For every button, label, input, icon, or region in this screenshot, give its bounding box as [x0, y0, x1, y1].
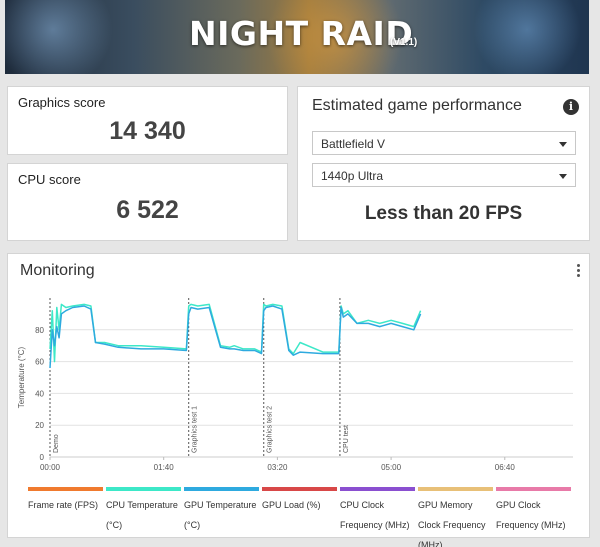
kebab-menu-icon[interactable] — [577, 264, 581, 278]
banner-art-left — [5, 0, 125, 74]
y-tick-label: 0 — [40, 453, 45, 462]
x-tick-label: 00:00 — [40, 463, 61, 472]
benchmark-title: NIGHT RAID — [189, 14, 414, 53]
monitoring-chart: 80 60 40 20 000:00 01:40 03:20 05:00 06:40 Temper… — [17, 298, 573, 472]
x-tick-label: 06:40 — [495, 463, 516, 472]
benchmark-version: (V1.1) — [390, 37, 418, 48]
y-tick-label: 60 — [35, 358, 44, 367]
graphics-score-label: Graphics score — [18, 95, 106, 110]
banner-art-center — [245, 0, 425, 74]
legend-label: CPU Temperature (°C) — [106, 500, 178, 530]
legend-label: GPU Memory Clock Frequency (MHz) — [418, 500, 486, 547]
game-select-value: Battlefield V — [321, 137, 386, 151]
section-marker-label: Graphics test 2 — [267, 406, 274, 453]
legend-swatch — [340, 487, 415, 491]
chevron-down-icon — [559, 174, 567, 179]
legend-label: GPU Load (%) — [262, 500, 321, 510]
legend-swatch — [28, 487, 103, 491]
legend-label: Frame rate (FPS) — [28, 500, 99, 510]
y-tick-label: 80 — [35, 326, 44, 335]
graphics-score-card: Graphics score 14 340 — [7, 86, 288, 155]
legend-label: GPU Clock Frequency (MHz) — [496, 500, 566, 530]
fps-estimate: Less than 20 FPS — [364, 203, 523, 224]
legend-swatch — [262, 487, 337, 491]
chevron-down-icon — [559, 142, 567, 147]
monitoring-card: Monitoring 80 60 40 20 0 00:00 01:40 03:20 05:00… — [7, 253, 591, 547]
series-line — [49, 305, 422, 369]
section-marker-label: Demo — [53, 434, 60, 453]
y-tick-label: 20 — [35, 421, 44, 430]
cpu-score-value: 6 522 — [116, 196, 179, 224]
legend-swatch — [184, 487, 259, 491]
y-axis-label: Temperature (°C) — [17, 346, 26, 408]
quality-select-value: 1440p Ultra — [321, 169, 384, 183]
game-select[interactable]: Battlefield V — [312, 131, 576, 155]
x-tick-label: 03:20 — [267, 463, 288, 472]
legend-item[interactable]: Frame rate (FPS) — [28, 487, 103, 515]
game-performance-card: Estimated game performance i Battlefield… — [297, 86, 590, 241]
monitoring-title: Monitoring — [20, 262, 95, 279]
info-icon[interactable]: i — [563, 99, 579, 115]
legend-item[interactable]: CPU Clock Frequency (MHz) — [340, 487, 415, 535]
section-marker-label: CPU test — [343, 425, 350, 453]
banner-art-right — [465, 0, 589, 74]
legend-item[interactable]: GPU Clock Frequency (MHz) — [496, 487, 571, 535]
quality-select[interactable]: 1440p Ultra — [312, 163, 576, 187]
legend-label: CPU Clock Frequency (MHz) — [340, 500, 410, 530]
chart-legend: Frame rate (FPS) CPU Temperature (°C) GPU … — [8, 487, 591, 547]
legend-item[interactable]: GPU Memory Clock Frequency (MHz) — [418, 487, 493, 547]
cpu-score-label: CPU score — [18, 172, 81, 187]
legend-item[interactable]: CPU Temperature (°C) — [106, 487, 181, 535]
section-marker-label: Graphics test 1 — [192, 406, 199, 453]
x-tick-label: 01:40 — [154, 463, 175, 472]
legend-item[interactable]: GPU Load (%) — [262, 487, 337, 515]
graphics-score-value: 14 340 — [109, 117, 186, 145]
series-line — [49, 303, 422, 363]
legend-item[interactable]: GPU Temperature (°C) — [184, 487, 259, 535]
legend-swatch — [106, 487, 181, 491]
legend-swatch — [496, 487, 571, 491]
x-tick-label: 05:00 — [381, 463, 402, 472]
legend-label: GPU Temperature (°C) — [184, 500, 257, 530]
y-tick-label: 40 — [35, 389, 44, 398]
benchmark-banner: NIGHT RAID (V1.1) — [5, 0, 589, 74]
cpu-score-card: CPU score 6 522 — [7, 163, 288, 241]
game-performance-title: Estimated game performance — [312, 97, 522, 114]
legend-swatch — [418, 487, 493, 491]
